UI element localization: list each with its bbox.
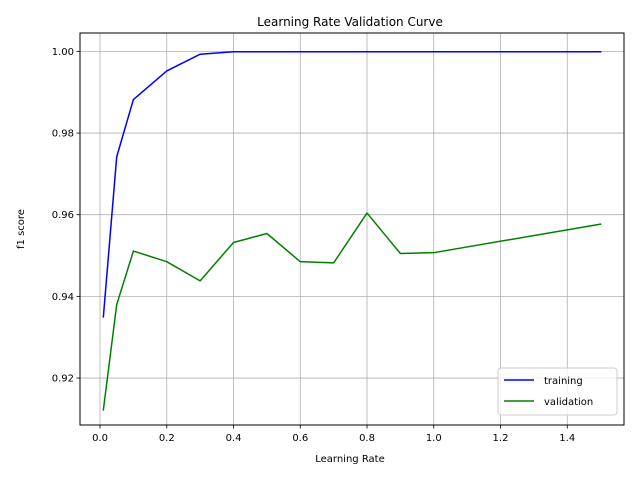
x-tick-label: 1.2 xyxy=(493,433,509,444)
series-line-training xyxy=(102,51,602,318)
x-axis-label: Learning Rate xyxy=(315,454,385,465)
y-axis-label: f1 score xyxy=(16,209,27,249)
x-tick-label: 1.4 xyxy=(559,433,575,444)
y-tick-label: 1.00 xyxy=(52,47,74,58)
plot-frame xyxy=(79,32,625,426)
y-tick-label: 0.98 xyxy=(52,129,74,140)
x-tick-label: 0.2 xyxy=(159,433,175,444)
legend-label-training: training xyxy=(544,376,583,387)
x-tick-label: 1.0 xyxy=(426,433,442,444)
series-lines xyxy=(102,51,602,411)
series-line-validation xyxy=(102,212,602,411)
legend: training validation xyxy=(497,367,618,416)
x-tick-label: 0.0 xyxy=(92,433,108,444)
x-tick-label: 0.6 xyxy=(292,433,308,444)
chart-title: Learning Rate Validation Curve xyxy=(257,15,443,29)
y-tick-label: 0.94 xyxy=(52,292,74,303)
legend-label-validation: validation xyxy=(544,397,593,408)
x-tick-label: 0.8 xyxy=(359,433,375,444)
grid xyxy=(80,33,624,425)
y-tick-label: 0.96 xyxy=(52,210,74,221)
y-tick-label: 0.92 xyxy=(52,374,74,385)
axis-ticks: 0.0 0.2 0.4 0.6 0.8 1.0 1.2 1.4 0.92 0.94 0.96 0.98… xyxy=(52,47,575,444)
x-tick-label: 0.4 xyxy=(226,433,242,444)
